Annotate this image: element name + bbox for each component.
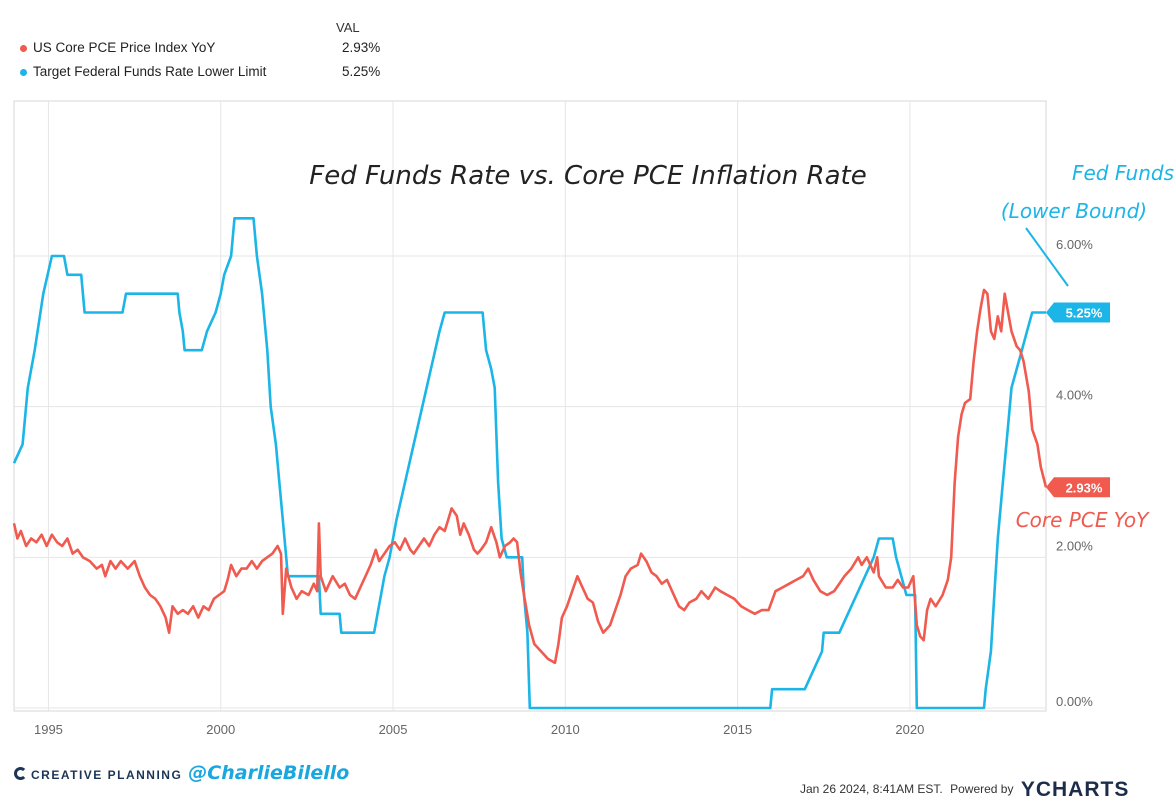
x-tick-label: 1995 bbox=[34, 722, 63, 737]
legend-item-core-pce[interactable]: US Core PCE Price Index YoY 2.93% bbox=[20, 40, 380, 55]
pce-value-tag: 2.93% bbox=[1046, 477, 1110, 498]
legend-item-fed-funds[interactable]: Target Federal Funds Rate Lower Limit 5.… bbox=[20, 64, 380, 79]
x-tick-label: 2010 bbox=[551, 722, 580, 737]
y-tick-label: 6.00% bbox=[1056, 237, 1093, 252]
fed-annotation-line2: (Lower Bound) bbox=[1001, 199, 1147, 223]
brand-left-text: CREATIVE PLANNING bbox=[31, 768, 183, 782]
y-tick-label: 2.00% bbox=[1056, 538, 1093, 553]
legend-header: VAL bbox=[336, 20, 360, 35]
y-tick-label: 0.00% bbox=[1056, 694, 1093, 709]
fed-annotation-arrow bbox=[1025, 227, 1069, 287]
twitter-handle: @CharlieBilello bbox=[188, 762, 350, 784]
footer-brand-left: CREATIVE PLANNING @CharlieBilello bbox=[14, 762, 349, 784]
value-tag-text: 5.25% bbox=[1066, 306, 1103, 321]
x-tick-label: 2020 bbox=[895, 722, 924, 737]
footer-credit: Jan 26 2024, 8:41AM EST. Powered by YCHA… bbox=[800, 778, 1129, 802]
creative-planning-logo-icon bbox=[14, 767, 27, 780]
legend-label: Target Federal Funds Rate Lower Limit bbox=[33, 64, 267, 79]
powered-by: Powered by bbox=[950, 782, 1014, 796]
ycharts-logo: YCHARTS bbox=[1020, 778, 1130, 801]
fed-annotation-line1: Fed Funds Rate bbox=[1072, 161, 1175, 185]
legend-value: 5.25% bbox=[342, 64, 381, 79]
plot-frame bbox=[13, 100, 1047, 712]
value-tag-bg bbox=[1046, 477, 1110, 498]
fed-funds-rate-line[interactable] bbox=[12, 217, 1046, 710]
x-tick-label: 2005 bbox=[379, 722, 408, 737]
chart-title: Fed Funds Rate vs. Core PCE Inflation Ra… bbox=[309, 161, 866, 191]
timestamp: Jan 26 2024, 8:41AM EST. bbox=[800, 782, 943, 796]
legend-dot-red-icon bbox=[20, 44, 27, 52]
legend-dot-blue-icon bbox=[20, 68, 27, 76]
y-tick-label: 4.00% bbox=[1056, 388, 1093, 403]
x-tick-label: 2000 bbox=[206, 722, 235, 737]
x-tick-label: 2015 bbox=[723, 722, 752, 737]
legend-label: US Core PCE Price Index YoY bbox=[33, 40, 216, 55]
fed-value-tag: 5.25% bbox=[1046, 302, 1110, 323]
core-pce-line[interactable] bbox=[12, 288, 1048, 665]
legend-value: 2.93% bbox=[342, 40, 381, 55]
value-tag-text: 2.93% bbox=[1066, 480, 1103, 495]
value-tag-bg bbox=[1046, 302, 1110, 323]
pce-annotation: Core PCE YoY bbox=[1016, 508, 1150, 532]
